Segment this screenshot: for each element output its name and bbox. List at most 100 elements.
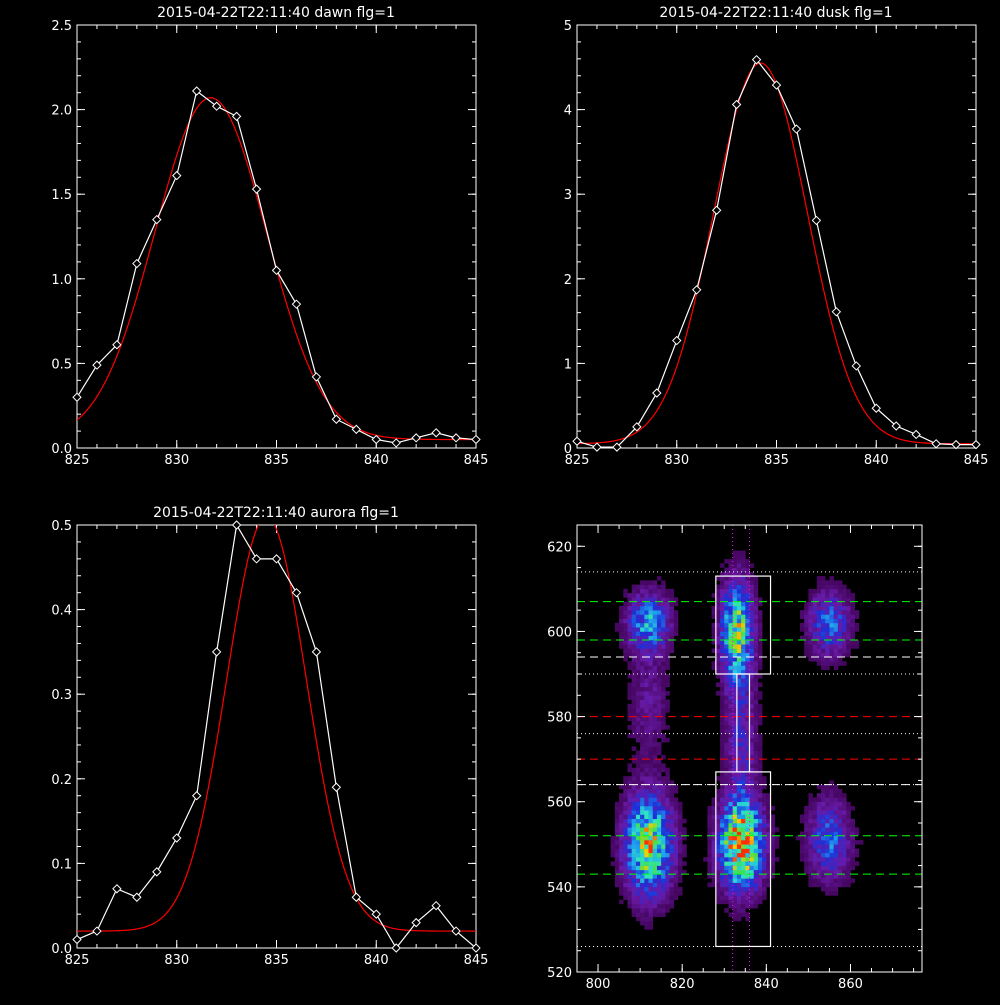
observed-point	[451, 433, 461, 443]
heatmap-pixel	[669, 614, 675, 619]
heatmap-pixel	[665, 895, 670, 900]
heatmap-pixel	[757, 656, 763, 662]
heatmap-pixel	[728, 703, 733, 709]
heatmap-pixel	[741, 627, 746, 632]
heatmap-pixel	[614, 861, 620, 866]
x-tick-label: 840	[864, 453, 889, 468]
heatmap-pixel	[720, 652, 725, 658]
heatmap-pixel	[635, 729, 641, 734]
heatmap-pixel	[665, 784, 670, 790]
heatmap-pixel	[749, 610, 755, 615]
heatmap-pixel	[749, 891, 755, 896]
heatmap-pixel	[745, 605, 750, 611]
heatmap-pixel	[821, 601, 826, 607]
observed-point	[751, 54, 762, 65]
heatmap-pixel	[762, 886, 767, 892]
heatmap-pixel	[753, 784, 759, 790]
heatmap-pixel	[825, 891, 830, 896]
heatmap-pixel	[673, 878, 679, 883]
heatmap-pixel	[850, 831, 855, 837]
heatmap-pixel	[631, 780, 637, 785]
heatmap-pixel	[673, 631, 679, 636]
heatmap-pixel	[741, 635, 746, 641]
heatmap-pixel	[741, 588, 746, 594]
heatmap-pixel	[762, 810, 767, 815]
heatmap-pixel	[846, 588, 851, 594]
heatmap-pixel	[829, 835, 834, 841]
heatmap-pixel	[829, 580, 834, 585]
heatmap-pixel	[627, 733, 632, 739]
heatmap-pixel	[749, 882, 755, 888]
heatmap-pixel	[762, 835, 767, 841]
heatmap-pixel	[821, 610, 826, 615]
heatmap-pixel	[661, 899, 666, 905]
heatmap-pixel	[829, 840, 834, 845]
heatmap-pixel	[707, 818, 712, 824]
heatmap-pixel	[640, 661, 645, 666]
heatmap-pixel	[623, 776, 628, 781]
heatmap-pixel	[648, 797, 654, 803]
heatmap-pixel	[821, 886, 826, 892]
heatmap-pixel	[644, 835, 649, 841]
heatmap-pixel	[736, 857, 742, 862]
heatmap-pixel	[627, 593, 632, 598]
heatmap-pixel	[846, 601, 851, 607]
heatmap-pixel	[652, 605, 658, 611]
heatmap-pixel	[648, 601, 654, 607]
heatmap-pixel	[648, 686, 654, 692]
heatmap-pixel	[766, 805, 771, 811]
heatmap-pixel	[711, 805, 717, 811]
heatmap-pixel	[854, 861, 860, 866]
heatmap-pixel	[732, 601, 738, 607]
heatmap-pixel	[753, 886, 759, 892]
heatmap-pixel	[829, 831, 834, 837]
heatmap-pixel	[648, 737, 654, 743]
heatmap-pixel	[804, 869, 809, 875]
heatmap-pixel	[656, 776, 662, 781]
heatmap-pixel	[833, 891, 839, 896]
heatmap-pixel	[627, 844, 632, 849]
observed-point	[231, 111, 242, 122]
heatmap-pixel	[661, 597, 666, 602]
heatmap-pixel	[842, 631, 847, 636]
heatmap-pixel	[656, 656, 662, 662]
heatmap-pixel	[736, 652, 742, 658]
heatmap-pixel	[661, 891, 666, 896]
heatmap-pixel	[661, 703, 666, 709]
heatmap-pixel	[614, 810, 620, 815]
heatmap-pixel	[724, 861, 729, 866]
heatmap-pixel	[770, 823, 776, 828]
heatmap-pixel	[825, 605, 830, 611]
observed-point	[172, 170, 182, 181]
heatmap-pixel	[648, 908, 654, 913]
heatmap-pixel	[661, 814, 666, 820]
heatmap-pixel	[808, 831, 813, 837]
heatmap-pixel	[812, 861, 818, 866]
heatmap-pixel	[732, 669, 738, 675]
heatmap-pixel	[627, 708, 632, 713]
heatmap-pixel	[661, 622, 666, 628]
heatmap-pixel	[837, 584, 843, 590]
heatmap-pixel	[720, 763, 725, 768]
heatmap-pixel	[631, 669, 637, 675]
heatmap-pixel	[846, 593, 851, 598]
heatmap-pixel	[682, 861, 687, 866]
heatmap-pixel	[749, 767, 755, 773]
heatmap-pixel	[854, 840, 860, 845]
heatmap-pixel	[631, 695, 637, 700]
heatmap-pixel	[816, 823, 822, 828]
heatmap-pixel	[825, 584, 830, 590]
heatmap-pixel	[736, 669, 742, 675]
heatmap-pixel	[842, 593, 847, 598]
heatmap-pixel	[842, 588, 847, 594]
heatmap-pixel	[635, 669, 641, 675]
heatmap-pixel	[753, 852, 759, 858]
heatmap-pixel	[745, 844, 750, 849]
heatmap-pixel	[812, 869, 818, 875]
heatmap-pixel	[614, 835, 620, 841]
heatmap-pixel	[741, 827, 746, 832]
heatmap-pixel	[736, 912, 742, 917]
heatmap-pixel	[656, 818, 662, 824]
observed-point	[791, 124, 802, 134]
heatmap-pixel	[732, 674, 738, 679]
